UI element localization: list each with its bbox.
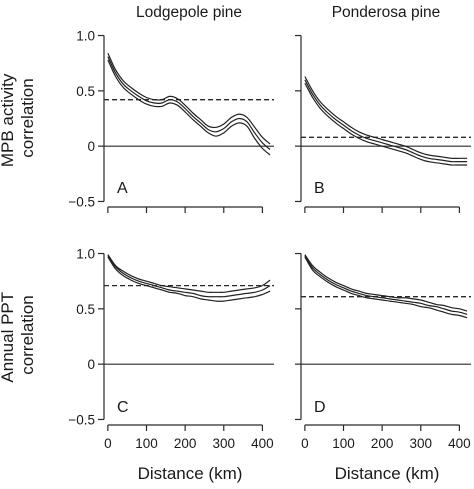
column-title-ponderosa: Ponderosa pine [332,4,441,21]
x-tick-label: 0 [104,436,112,451]
panel-a-lodgepole-mpb: 1.0 0.5 0 −0.5 A [68,29,274,213]
ylabel-mpb-line1: MPB activity [0,73,17,167]
y-tick-label: −0.5 [68,194,95,209]
y-tick-label: 0 [87,357,95,372]
y-tick-label: −0.5 [68,412,95,427]
x-tick-label: 300 [410,436,433,451]
correlation-series-line-2 [107,255,271,298]
x-tick-label: 0 [301,436,309,451]
x-tick-label: 100 [332,436,355,451]
row-label-ppt: Annual PPT correlation [0,287,37,382]
xlabel-right: Distance (km) [335,464,440,483]
panel-d-ponderosa-ppt: 0 100 200 300 400 D [295,252,471,451]
row-label-mpb: MPB activity correlation [0,69,37,167]
panel-b-ponderosa-mpb: B [295,34,471,213]
y-tick-label: 0.5 [76,302,95,317]
panel-c-lodgepole-ppt: 1.0 0.5 0 −0.5 0 100 200 300 400 C [68,247,274,451]
correlation-series-line-2 [107,56,271,150]
correlation-series-line-2 [304,255,468,315]
ylabel-ppt-line1: Annual PPT [0,292,17,382]
correlation-series-line-1 [304,254,468,312]
correlation-series-line-3 [304,82,468,166]
panel-letter: A [117,180,128,197]
correlation-series-line-2 [304,79,468,163]
panel-letter: D [314,399,326,416]
x-tick-label: 100 [135,436,158,451]
correlation-series-line-3 [304,256,468,319]
y-tick-label: 1.0 [76,29,95,44]
ylabel-annual-ppt-correlation: Annual PPT correlation [0,287,37,382]
correlation-series-line-1 [107,52,271,145]
y-tick-label: 0.5 [76,84,95,99]
correlation-series-line-1 [107,254,271,293]
y-tick-label: 1.0 [76,247,95,262]
column-title-lodgepole: Lodgepole pine [136,4,242,21]
ylabel-ppt-line2: correlation [18,295,37,374]
x-tick-label: 300 [213,436,236,451]
correlation-series-line-1 [304,76,468,159]
panel-letter: B [314,180,325,197]
x-tick-label: 200 [174,436,197,451]
correlation-series-line-3 [107,59,271,156]
y-tick-label: 0 [87,139,95,154]
x-tick-label: 400 [448,436,471,451]
x-tick-label: 200 [371,436,394,451]
ylabel-mpb-line2: correlation [18,78,37,157]
correlation-series-line-3 [107,256,271,302]
panel-letter: C [117,399,129,416]
xlabel-left: Distance (km) [138,464,243,483]
ylabel-mpb-activity-correlation: MPB activity correlation [0,69,37,167]
x-tick-label: 400 [251,436,274,451]
